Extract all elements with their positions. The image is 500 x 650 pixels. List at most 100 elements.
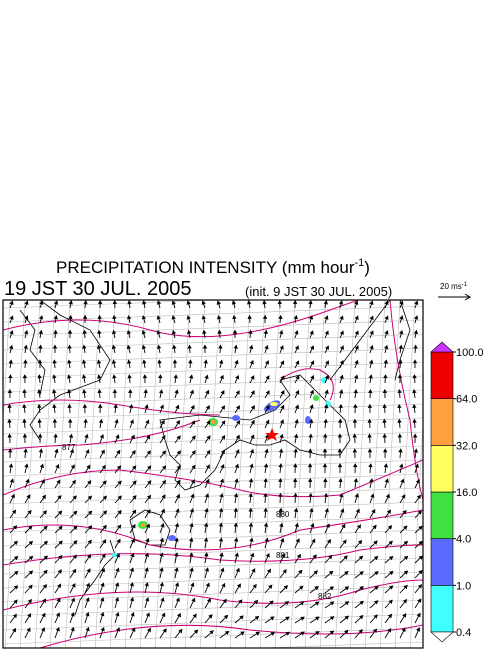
wind-vector-head <box>175 597 180 602</box>
wind-vector-head <box>322 463 328 468</box>
wind-vector-head <box>339 374 344 380</box>
wind-vector-head <box>69 448 74 454</box>
wind-vector-head <box>412 374 417 379</box>
wind-vector-head <box>156 329 161 335</box>
wind-vector-head <box>262 314 268 319</box>
wind-vector-head <box>127 374 132 379</box>
wind-vector-head <box>383 374 388 379</box>
wind-vector-head <box>354 330 359 335</box>
wind-vector-head <box>174 389 179 394</box>
colorbar-segment <box>430 445 454 493</box>
wind-vector-head <box>388 585 394 590</box>
wind-vector-head <box>159 582 164 587</box>
wind-vector-head <box>37 374 42 379</box>
wind-vector-head <box>234 478 239 483</box>
wind-vector-head <box>369 300 374 305</box>
wind-vector-head <box>38 329 43 335</box>
wind-vector-head <box>238 599 243 604</box>
wind-vector-head <box>236 583 241 588</box>
wind-vector-head <box>373 600 379 605</box>
wind-vector-head <box>234 359 239 365</box>
wind-vector-head <box>147 465 152 470</box>
wind-vector-head <box>323 418 328 423</box>
colorbar-label: 100.0 <box>456 347 484 359</box>
wind-vector-head <box>352 433 357 438</box>
colorbar-under <box>430 631 454 643</box>
wind-vector-head <box>8 359 13 364</box>
wind-vector-head <box>250 375 255 380</box>
wind-vector-head <box>86 568 91 573</box>
wind-vector-head <box>24 315 29 320</box>
wind-vector-head <box>131 450 136 455</box>
wind-vector-head <box>144 552 150 557</box>
wind-vector-head <box>97 300 103 305</box>
title-end: ) <box>364 258 370 277</box>
wind-vector-head <box>84 433 89 439</box>
wind-vector-head <box>254 615 260 621</box>
wind-vector-head <box>329 616 335 621</box>
wind-vector-head <box>278 448 284 453</box>
wind-vector-head <box>414 315 419 320</box>
wind-vector-head <box>130 552 135 558</box>
wind-vector-head <box>142 300 147 305</box>
wind-vector-head <box>416 627 421 632</box>
wind-vector-head <box>7 448 13 453</box>
wind-vector-head <box>117 524 122 529</box>
wind-vector-head <box>418 525 423 531</box>
wind-vector-head <box>116 465 122 470</box>
wind-vector-head <box>175 508 180 513</box>
wind-vector-head <box>337 463 343 468</box>
wind-vector-head <box>201 315 207 320</box>
wind-vector-head <box>8 463 14 468</box>
wind-vector-head <box>339 492 344 498</box>
wind-vector-head <box>220 463 225 469</box>
graticule-line <box>3 487 423 505</box>
wind-vector-head <box>161 435 166 440</box>
contour-label: 880 <box>276 510 290 519</box>
wind-vector-head <box>323 492 329 498</box>
wind-vector-head <box>189 537 194 542</box>
wind-vector-head <box>25 478 30 484</box>
wind-vector-head <box>22 433 28 438</box>
wind-vector-head <box>130 538 135 543</box>
wind-vector-head <box>401 627 406 633</box>
wind-vector-head <box>86 464 91 470</box>
wind-vector-head <box>23 448 28 453</box>
wind-vector-head <box>293 463 298 468</box>
wind-vector-head <box>70 626 75 632</box>
wind-vector-head <box>41 494 47 500</box>
wind-vector-head <box>414 463 419 469</box>
wind-vector-head <box>412 433 418 438</box>
wind-vector-head <box>87 525 93 530</box>
wind-vector-head <box>310 523 315 528</box>
wind-vector-head <box>100 582 105 587</box>
wind-vector-head <box>250 390 255 395</box>
wind-vector-head <box>24 463 29 468</box>
wind-vector-head <box>39 300 44 305</box>
wind-vector-head <box>68 300 73 305</box>
wind-vector-head <box>263 463 269 468</box>
wind-vector-head <box>265 419 270 425</box>
wind-vector-head <box>52 359 57 364</box>
wind-vector-head <box>235 434 240 440</box>
wind-vector-head <box>116 449 121 455</box>
wind-vector-head <box>248 344 254 350</box>
graticule-line <box>34 300 56 648</box>
wind-vector-head <box>412 403 417 409</box>
graticule-line <box>3 543 423 561</box>
wind-vector-head <box>263 507 268 512</box>
wind-vector-head <box>190 582 195 587</box>
wind-vector-head <box>373 555 379 561</box>
wind-vector-head <box>13 599 18 604</box>
wind-vector-head <box>247 300 252 305</box>
wind-vector-head <box>279 522 284 527</box>
wind-vector-head <box>397 403 402 409</box>
wind-vector-head <box>299 585 304 590</box>
wind-vector-head <box>191 450 196 455</box>
wind-vector-head <box>82 389 87 394</box>
wind-vector-head <box>146 450 151 455</box>
wind-vector-head <box>270 616 275 621</box>
graticule-line <box>364 300 386 648</box>
wind-vector-head <box>354 359 359 365</box>
